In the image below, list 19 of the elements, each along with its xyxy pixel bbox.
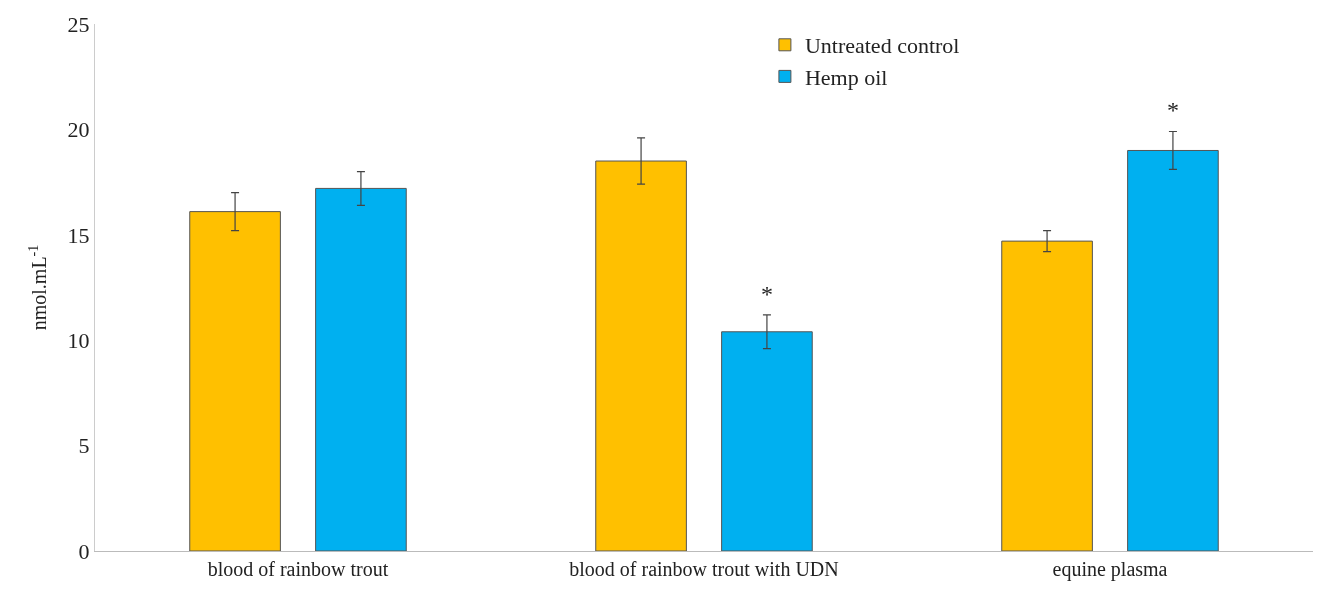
y-tick-label: 5 — [78, 433, 90, 459]
y-tick-label: 10 — [67, 327, 90, 353]
bar — [315, 187, 407, 551]
y-tick-label: 25 — [67, 11, 90, 37]
bar — [595, 160, 687, 551]
x-tick-label: blood of rainbow trout — [207, 558, 389, 580]
annotation: * — [761, 281, 773, 307]
x-tick-label: equine plasma — [1052, 558, 1168, 581]
legend-label: Hemp oil — [804, 64, 888, 90]
y-tick-label: 20 — [67, 117, 90, 143]
bar — [721, 331, 813, 551]
bar — [1001, 240, 1093, 551]
annotation: * — [1167, 97, 1179, 123]
y-tick-label: 0 — [78, 538, 90, 564]
x-tick-label: blood of rainbow trout with UDN — [569, 558, 839, 580]
y-tick-label: 15 — [67, 222, 90, 248]
bar — [189, 211, 281, 551]
legend-label: Untreated control — [804, 33, 960, 59]
bar — [1127, 149, 1219, 551]
